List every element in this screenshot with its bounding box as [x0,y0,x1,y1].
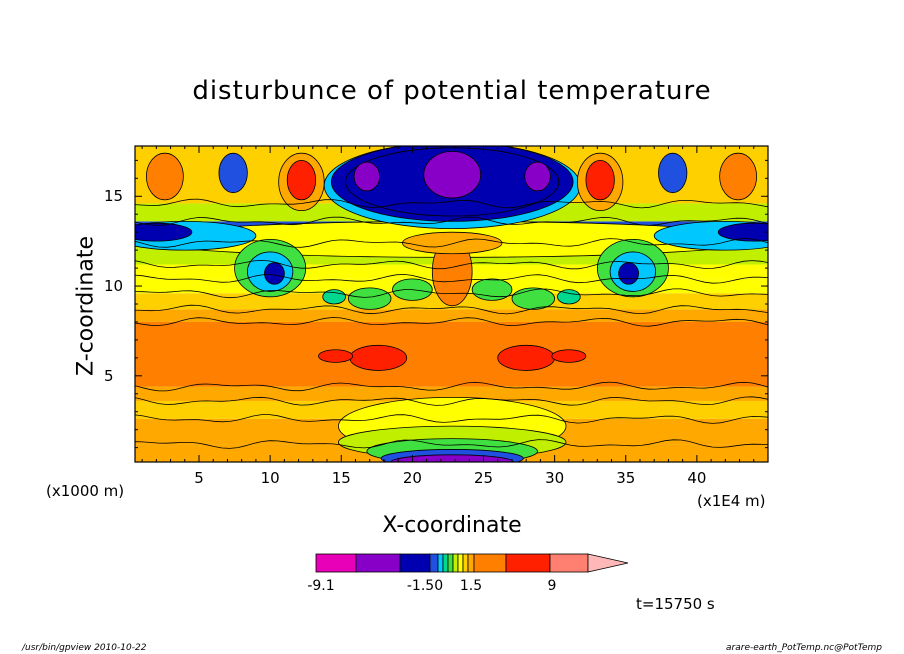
colorbar-segment [457,553,464,573]
contour-line [135,198,768,209]
contour-region [347,287,392,310]
colorbar-segment [442,553,449,573]
x-tick-label: 10 [260,469,280,487]
colorbar-segment [473,553,507,573]
x-tick-label: 35 [616,469,636,487]
axis-ticks [135,146,768,462]
contour-line [135,317,768,327]
colorbar-segment [447,553,454,573]
x-tick-label: 25 [473,469,494,487]
contour-region [511,287,556,310]
contour-line [135,304,768,315]
contour-line [135,216,768,226]
contour-region [318,349,354,363]
contour-line [135,414,768,424]
y-axis-unit: (x1000 m) [46,482,125,500]
colorbar-segment [505,553,551,573]
contour-line [135,381,768,392]
contour-region [349,344,408,371]
contour-region [719,152,758,201]
y-tick-label: 10 [104,277,124,296]
x-tick-label: 30 [545,469,565,487]
contour-region [551,349,587,363]
colorbar-segment [452,553,459,573]
footer-left: /usr/bin/gpview 2010-10-22 [22,643,147,653]
contour-line [135,396,768,406]
contour-line [135,273,768,284]
colorbar-label: 9 [547,578,557,594]
colorbar-segment [315,553,357,573]
contour-region [423,150,482,199]
colorbar-segment [462,553,469,573]
contour-band [135,321,768,387]
contour-line [135,288,768,299]
y-tick-label: 5 [104,366,114,385]
contour-field [135,146,768,462]
colorbar-segment [467,553,475,573]
contour-region [585,159,615,201]
contour-region [471,278,513,301]
contour-region [286,159,317,201]
x-tick-label: 20 [402,469,422,487]
x-tick-label: 5 [194,469,204,487]
x-tick-label: 15 [331,469,351,487]
footer-right: arare-earth_PotTemp.nc@PotTemp [726,643,882,653]
contour-region [524,161,551,192]
colorbar [315,553,629,573]
contour-region [618,262,639,285]
colorbar-segment [437,553,444,573]
contour-region [353,161,381,192]
x-tick-label: 40 [687,469,707,487]
colorbar-segment [399,553,431,573]
colorbar-segment [355,553,401,573]
colorbar-segment [429,553,439,573]
y-axis-label: Z-coordinate [73,236,99,376]
contour-region [145,152,184,201]
contour-line [135,439,768,449]
contour-region [717,222,768,242]
contour-region [135,222,193,242]
contour-region [264,262,285,285]
contour-line [135,238,768,248]
y-tick-label: 15 [104,187,124,206]
colorbar-label: 1.5 [459,578,483,594]
colorbar-label: -9.1 [307,578,335,594]
colorbar-label: -1.50 [406,578,444,594]
contour-region [658,152,688,194]
time-label: t=15750 s [636,595,715,613]
contour-region [497,344,556,371]
contour-line [135,259,768,270]
x-axis-label: X-coordinate [382,513,522,538]
contour-region [402,231,503,255]
colorbar-arrow [587,553,629,573]
colorbar-segment [549,553,589,573]
contour-region [218,152,248,194]
contour-region [557,289,581,305]
x-axis-unit: (x1E4 m) [697,492,766,510]
chart-title: disturbunce of potential temperature [192,76,712,106]
